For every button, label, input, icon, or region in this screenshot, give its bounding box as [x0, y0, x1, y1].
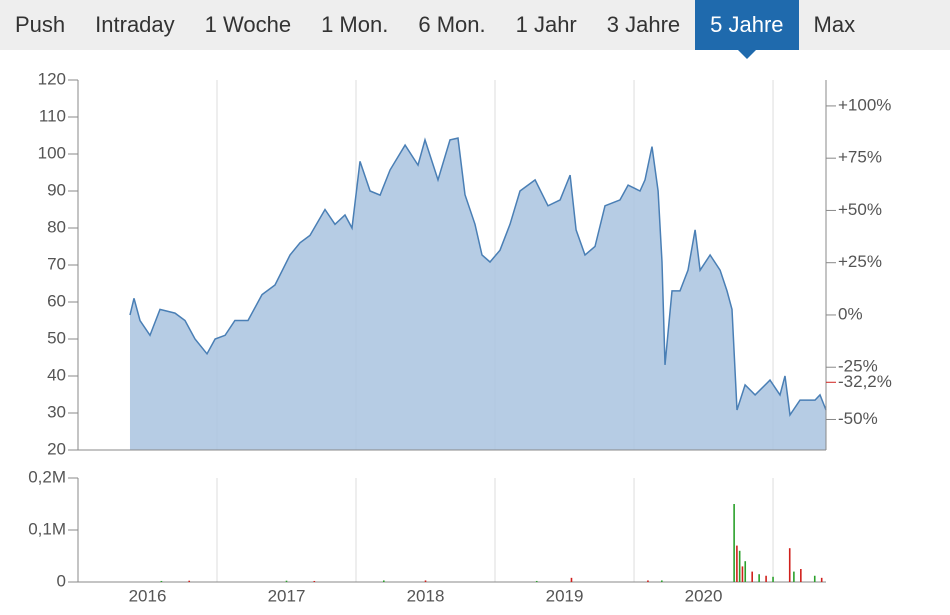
tab-bar: Push Intraday 1 Woche 1 Mon. 6 Mon. 1 Jahr 3 J… [0, 0, 950, 59]
price-line [129, 137, 827, 417]
volume-bar [424, 580, 427, 582]
volume-y-tick-label: 0,2M [28, 467, 66, 486]
volume-bar [772, 576, 774, 582]
y2-tick-label: +50% [838, 200, 882, 219]
volume-bar [820, 577, 823, 582]
volume-bar [661, 580, 663, 582]
tab[interactable]: 6 Mon. [418, 12, 486, 37]
y-tick-label: 100 [38, 143, 66, 162]
y-tick-label: 30 [47, 402, 66, 421]
y-tick-label: 50 [47, 328, 66, 347]
y2-tick-label: +25% [838, 252, 882, 271]
tab[interactable]: Max [813, 12, 856, 37]
x-tick-label: 2018 [407, 586, 445, 605]
annotation-label: -32,2% [838, 372, 892, 391]
chart: 20 30 40 50 60 70 80 90 100 110 120 +100% +75% +50% +2… [28, 69, 892, 605]
volume-bar [188, 580, 191, 582]
price-area [129, 138, 827, 450]
volume-bar [800, 569, 802, 582]
tab[interactable]: 1 Jahr [515, 12, 577, 37]
x-tick-label: 2016 [129, 586, 167, 605]
y2-tick-label: -50% [838, 409, 878, 428]
tab[interactable]: 1 Woche [204, 12, 292, 37]
y2-tick-label: -25% [838, 357, 878, 376]
y-tick-label: 70 [47, 254, 66, 273]
y-tick-label: 90 [47, 180, 66, 199]
volume-bar [741, 566, 744, 582]
volume-bar [793, 571, 795, 582]
volume-bar [733, 504, 735, 582]
y2-tick-label: +75% [838, 148, 882, 167]
volume-bar [758, 574, 760, 582]
volume-bar [788, 548, 791, 582]
tab[interactable]: 5 Jahre [695, 0, 799, 59]
volume-bar [535, 580, 538, 582]
volume-bar [736, 545, 738, 582]
volume-bar [813, 575, 816, 582]
y2-tick-label: +100% [838, 95, 891, 114]
y2-tick-label: 0% [838, 304, 863, 323]
volume-bar [738, 550, 741, 582]
volume-bar [285, 580, 288, 582]
tab[interactable]: 1 Mon. [321, 12, 389, 37]
volume-bar [570, 577, 573, 582]
x-tick-label: 2019 [546, 586, 584, 605]
volume-bar [647, 580, 649, 582]
volume-bar [313, 580, 316, 582]
y-tick-label: 80 [47, 217, 66, 236]
volume-y-tick-label: 0,1M [28, 519, 66, 538]
volume-bar [744, 561, 747, 582]
y-tick-label: 110 [39, 106, 66, 125]
y-tick-label: 40 [47, 365, 66, 384]
volume-bar [751, 571, 753, 582]
x-tick-label: 2020 [685, 586, 723, 605]
volume-bar [765, 575, 767, 582]
y-tick-label: 60 [47, 291, 66, 310]
tab[interactable]: 3 Jahre [606, 12, 681, 37]
x-tick-label: 2017 [268, 586, 306, 605]
volume-bar [160, 580, 163, 582]
volume-y-tick-label: 0 [57, 571, 66, 590]
volume-bar [383, 580, 385, 582]
y-tick-label: 20 [47, 439, 66, 458]
y-tick-label: 120 [38, 69, 66, 88]
tab[interactable]: Push [15, 12, 66, 37]
tab[interactable]: Intraday [95, 12, 175, 37]
